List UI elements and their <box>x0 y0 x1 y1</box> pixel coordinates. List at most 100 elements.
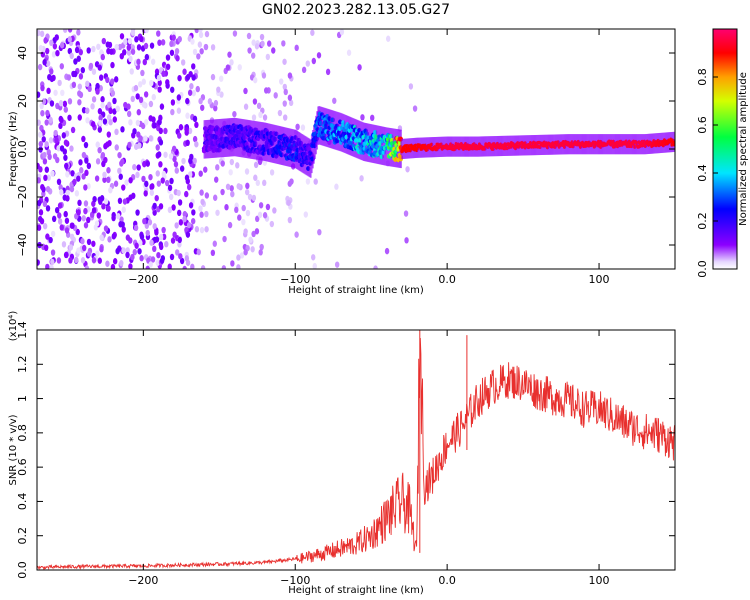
spectrogram-xtick-label: −100 <box>280 273 310 286</box>
spectrogram-speckle <box>140 69 145 77</box>
spectrogram-ytick-label: −40 <box>16 233 29 256</box>
spectrogram-speckle <box>141 175 146 183</box>
spectrogram-halo <box>311 129 314 169</box>
spectrogram-speckle <box>100 53 105 61</box>
spectrogram-speckle <box>117 167 122 175</box>
spectrogram-speckle <box>237 64 242 71</box>
spectrogram-speckle <box>200 198 205 206</box>
spectrogram-speckle <box>126 103 131 110</box>
spectrogram-speckle <box>139 255 144 262</box>
spectrogram-speckle <box>53 129 58 137</box>
spectrogram-halo <box>537 134 540 156</box>
spectrogram-xtick-label: 0.0 <box>438 273 456 286</box>
spectrogram-speckle <box>90 120 96 128</box>
spectrogram-speckle <box>188 70 193 78</box>
spectrogram-speckle <box>91 207 97 214</box>
spectrogram-speckle <box>194 226 200 233</box>
spectrogram-speckle <box>38 209 44 216</box>
spectrogram-speckle <box>163 127 168 135</box>
spectrogram-halo <box>339 112 342 152</box>
spectrogram-speckle <box>81 173 86 180</box>
spectrogram-speckle <box>39 30 45 38</box>
spectrogram-speckle <box>106 167 111 174</box>
spectrogram-speckle <box>251 194 257 202</box>
spectrogram-speckle <box>199 226 205 234</box>
spectrogram-speckle <box>210 73 216 81</box>
spectrogram-speckle <box>37 224 42 231</box>
spectrogram-speckle <box>122 198 128 205</box>
spectrogram-speckle <box>84 265 90 269</box>
spectrogram-speckle <box>86 162 92 170</box>
spectrogram-speckle <box>243 228 248 235</box>
spectrogram-speckle <box>191 209 196 216</box>
spectrogram-speckle <box>243 87 248 95</box>
spectrogram-speckle <box>148 261 153 268</box>
spectrogram-speckle <box>76 29 81 36</box>
spectrogram-speckle <box>80 257 86 264</box>
spectrogram-speckle <box>106 205 111 212</box>
spectrogram-speckle <box>317 228 322 236</box>
spectrogram-speckle <box>142 160 147 168</box>
spectrogram-speckle <box>145 265 150 269</box>
spectrogram-speckle <box>235 162 240 169</box>
spectrogram-speckle <box>144 53 150 61</box>
spectrogram-speckle <box>260 40 265 47</box>
spectrogram-speckle <box>49 264 54 269</box>
spectrogram-speckle <box>101 37 107 45</box>
spectrogram-speckle <box>61 241 67 248</box>
spectrogram-speckle <box>159 243 164 251</box>
spectrogram-speckle <box>63 106 68 113</box>
spectrogram-speckle <box>137 142 142 149</box>
spectrogram-speckle <box>177 199 183 206</box>
spectrogram-panel: −200 −100 0.0 100 −40 −20 0.0 20 40 Height of st… <box>8 28 676 296</box>
spectrogram-speckle <box>256 102 262 110</box>
spectrogram-speckle <box>303 211 308 218</box>
spectrogram-speckle <box>404 237 409 244</box>
spectrogram-speckle <box>172 155 177 163</box>
spectrogram-speckle <box>83 200 89 207</box>
spectrogram-speckle <box>156 180 162 187</box>
spectrogram-speckle <box>76 175 81 182</box>
spectrogram-speckle <box>185 231 191 238</box>
spectrogram-halo <box>360 121 363 161</box>
spectrogram-speckle <box>57 79 62 87</box>
spectrogram-speckle <box>178 219 184 226</box>
spectrogram-speckle <box>85 117 90 124</box>
spectrogram-speckle <box>164 179 170 187</box>
spectrogram-speckle <box>288 99 294 107</box>
spectrogram-speckle <box>69 185 75 193</box>
spectrogram-speckle <box>42 200 48 208</box>
spectrogram-speckle <box>95 82 100 90</box>
spectrogram-speckle <box>46 174 51 181</box>
spectrogram-speckle <box>136 164 141 171</box>
spectrogram-speckle <box>78 91 84 99</box>
spectrogram-speckle <box>245 182 250 190</box>
spectrogram-speckle <box>339 29 345 36</box>
spectrogram-speckle <box>310 29 315 36</box>
spectrogram-speckle <box>76 247 81 254</box>
spectrogram-speckle <box>91 68 97 75</box>
spectrogram-speckle <box>64 217 70 224</box>
spectrogram-speckle <box>227 51 232 58</box>
spectrogram-speckle <box>56 178 62 186</box>
snr-ytick-label: 0.6 <box>16 458 29 476</box>
spectrogram-speckle <box>194 121 199 129</box>
spectrogram-speckle <box>86 216 91 224</box>
spectrogram-speckle <box>174 167 179 174</box>
spectrogram-speckle <box>38 140 44 148</box>
spectrogram-speckle <box>132 128 137 135</box>
spectrogram-speckle <box>55 49 60 57</box>
spectrogram-speckle <box>101 203 106 210</box>
spectrogram-speckle <box>237 214 242 221</box>
spectrogram-speckle <box>141 101 147 108</box>
spectrogram-speckle <box>107 101 112 109</box>
spectrogram-speckle <box>41 190 46 198</box>
spectrogram-speckle <box>51 215 57 223</box>
spectrogram-speckle <box>58 100 64 107</box>
spectrogram-speckle <box>106 131 111 138</box>
spectrogram-speckle <box>133 224 139 232</box>
spectrogram-xtick-label: −200 <box>128 273 158 286</box>
spectrogram-speckle <box>56 257 62 264</box>
spectrogram-halo <box>298 132 300 171</box>
spectrogram-speckle <box>148 173 153 181</box>
